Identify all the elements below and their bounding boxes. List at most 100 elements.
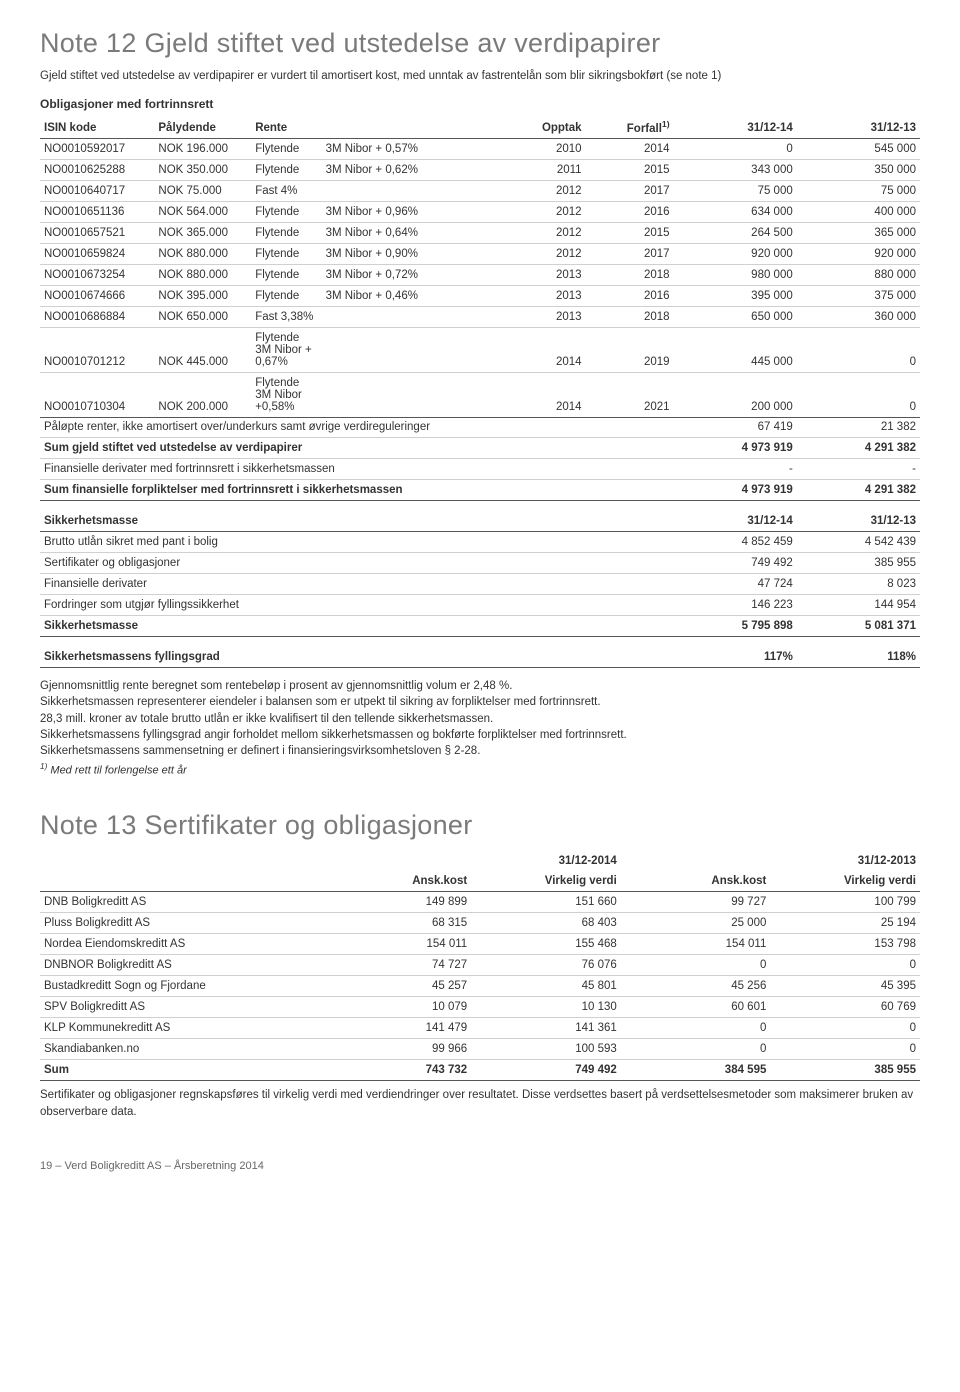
bond-row: NO0010710304NOK 200.000Flytende 3M Nibor…: [40, 373, 920, 418]
bond-forfall: 2015: [586, 160, 674, 181]
sikker-row: Brutto utlån sikret med pant i bolig4 85…: [40, 532, 920, 553]
note13-title: Note 13 Sertifikater og obligasjoner: [40, 810, 920, 841]
sum-label: Sum finansielle forpliktelser med fortri…: [40, 480, 674, 501]
bond-opptak: 2012: [506, 244, 585, 265]
n13-name: SPV Boligkreditt AS: [40, 997, 322, 1018]
sikker-row: Finansielle derivater47 7248 023: [40, 574, 920, 595]
sikker-v1: 4 852 459: [674, 532, 797, 553]
note13-table: 31/12-2014 31/12-2013 Ansk.kost Virkelig…: [40, 851, 920, 1081]
sum-row: Sum finansielle forpliktelser med fortri…: [40, 480, 920, 501]
n13-v1: 45 801: [471, 976, 621, 997]
n13-v2: 100 799: [770, 892, 920, 913]
bond-row: NO0010640717NOK 75.000Fast 4%2012201775 …: [40, 181, 920, 202]
sikker-label: Sertifikater og obligasjoner: [40, 553, 674, 574]
n13-row: SPV Boligkreditt AS10 07910 13060 60160 …: [40, 997, 920, 1018]
n13-row: DNBNOR Boligkreditt AS74 72776 07600: [40, 955, 920, 976]
note12-para: Gjennomsnittlig rente beregnet som rente…: [40, 678, 920, 694]
bond-rk: Fast 4%: [251, 181, 321, 202]
th-isin: ISIN kode: [40, 115, 154, 139]
sikker-head-d1: 31/12-14: [674, 511, 797, 532]
bond-forfall: 2021: [586, 373, 674, 418]
bond-v2: 365 000: [797, 223, 920, 244]
bond-v1: 920 000: [674, 244, 797, 265]
n13-v1: 141 361: [471, 1018, 621, 1039]
bond-v1: 634 000: [674, 202, 797, 223]
n13-row: DNB Boligkreditt AS149 899151 66099 7271…: [40, 892, 920, 913]
n13-a1: 68 315: [322, 913, 472, 934]
bond-opptak: 2012: [506, 202, 585, 223]
fylling-table: Sikkerhetsmassens fyllingsgrad 117% 118%: [40, 647, 920, 668]
fylling-label: Sikkerhetsmassens fyllingsgrad: [40, 647, 674, 668]
n13-a1: 10 079: [322, 997, 472, 1018]
n13-a1: 141 479: [322, 1018, 472, 1039]
bond-isin: NO0010710304: [40, 373, 154, 418]
th-palydende: Pålydende: [154, 115, 251, 139]
bond-v2: 0: [797, 373, 920, 418]
bond-pal: NOK 564.000: [154, 202, 251, 223]
sikker-label: Fordringer som utgjør fyllingssikkerhet: [40, 595, 674, 616]
bond-rv: 3M Nibor + 0,57%: [322, 139, 507, 160]
sum-row: Sum gjeld stiftet ved utstedelse av verd…: [40, 438, 920, 459]
bond-v1: 445 000: [674, 328, 797, 373]
bond-forfall: 2017: [586, 181, 674, 202]
bond-rk: Flytende: [251, 202, 321, 223]
n13-a2: 154 011: [621, 934, 771, 955]
bond-isin: NO0010657521: [40, 223, 154, 244]
bond-rk: Flytende: [251, 160, 321, 181]
bond-pal: NOK 880.000: [154, 265, 251, 286]
sikker-v2: 4 542 439: [797, 532, 920, 553]
n13-sum-label: Sum: [40, 1060, 322, 1081]
n13-row: Bustadkreditt Sogn og Fjordane45 25745 8…: [40, 976, 920, 997]
bond-rv: 3M Nibor + 0,72%: [322, 265, 507, 286]
n13-a2: 0: [621, 1039, 771, 1060]
sikker-total-label: Sikkerhetsmasse: [40, 616, 674, 637]
bond-v2: 545 000: [797, 139, 920, 160]
note12-para: 28,3 mill. kroner av totale brutto utlån…: [40, 711, 920, 727]
n13-v1: 10 130: [471, 997, 621, 1018]
n13-a2: 99 727: [621, 892, 771, 913]
sikker-total: Sikkerhetsmasse5 795 8985 081 371: [40, 616, 920, 637]
n13-a2: 45 256: [621, 976, 771, 997]
bond-row: NO0010651136NOK 564.000Flytende3M Nibor …: [40, 202, 920, 223]
sikkerhet-table: Sikkerhetsmasse 31/12-14 31/12-13 Brutto…: [40, 511, 920, 637]
n13-v1: 76 076: [471, 955, 621, 976]
n13-v2: 153 798: [770, 934, 920, 955]
sum-v2: 21 382: [797, 417, 920, 438]
sum-v2: -: [797, 459, 920, 480]
n13-row: KLP Kommunekreditt AS141 479141 36100: [40, 1018, 920, 1039]
bond-row: NO0010686884NOK 650.000Fast 3,38%2013201…: [40, 307, 920, 328]
sum-label: Sum gjeld stiftet ved utstedelse av verd…: [40, 438, 674, 459]
bond-rv: [322, 373, 507, 418]
bond-opptak: 2013: [506, 286, 585, 307]
sum-label: Finansielle derivater med fortrinnsrett …: [40, 459, 674, 480]
n13-a1: 45 257: [322, 976, 472, 997]
n13-a2: 0: [621, 1018, 771, 1039]
bond-v1: 0: [674, 139, 797, 160]
fylling-row: Sikkerhetsmassens fyllingsgrad 117% 118%: [40, 647, 920, 668]
sikker-row: Fordringer som utgjør fyllingssikkerhet1…: [40, 595, 920, 616]
bond-pal: NOK 350.000: [154, 160, 251, 181]
bond-v1: 343 000: [674, 160, 797, 181]
n13-g1: 31/12-2014: [471, 851, 621, 871]
n13-name: Skandiabanken.no: [40, 1039, 322, 1060]
n13-row: Pluss Boligkreditt AS68 31568 40325 0002…: [40, 913, 920, 934]
n13-name: Bustadkreditt Sogn og Fjordane: [40, 976, 322, 997]
sum-row: Finansielle derivater med fortrinnsrett …: [40, 459, 920, 480]
bond-v2: 880 000: [797, 265, 920, 286]
bond-v1: 75 000: [674, 181, 797, 202]
note12-intro: Gjeld stiftet ved utstedelse av verdipap…: [40, 69, 920, 85]
bond-opptak: 2011: [506, 160, 585, 181]
sum-v1: 4 973 919: [674, 438, 797, 459]
n13-row: Skandiabanken.no99 966100 59300: [40, 1039, 920, 1060]
fylling-v1: 117%: [674, 647, 797, 668]
n13-v1: 155 468: [471, 934, 621, 955]
bond-rv: 3M Nibor + 0,90%: [322, 244, 507, 265]
bond-v2: 400 000: [797, 202, 920, 223]
sikker-v2: 8 023: [797, 574, 920, 595]
bond-v2: 75 000: [797, 181, 920, 202]
note12-para: Sikkerhetsmassens fyllingsgrad angir for…: [40, 727, 920, 743]
bond-forfall: 2018: [586, 307, 674, 328]
sikker-label: Finansielle derivater: [40, 574, 674, 595]
n13-v2: Virkelig verdi: [770, 871, 920, 892]
n13-sum-v2: 385 955: [770, 1060, 920, 1081]
